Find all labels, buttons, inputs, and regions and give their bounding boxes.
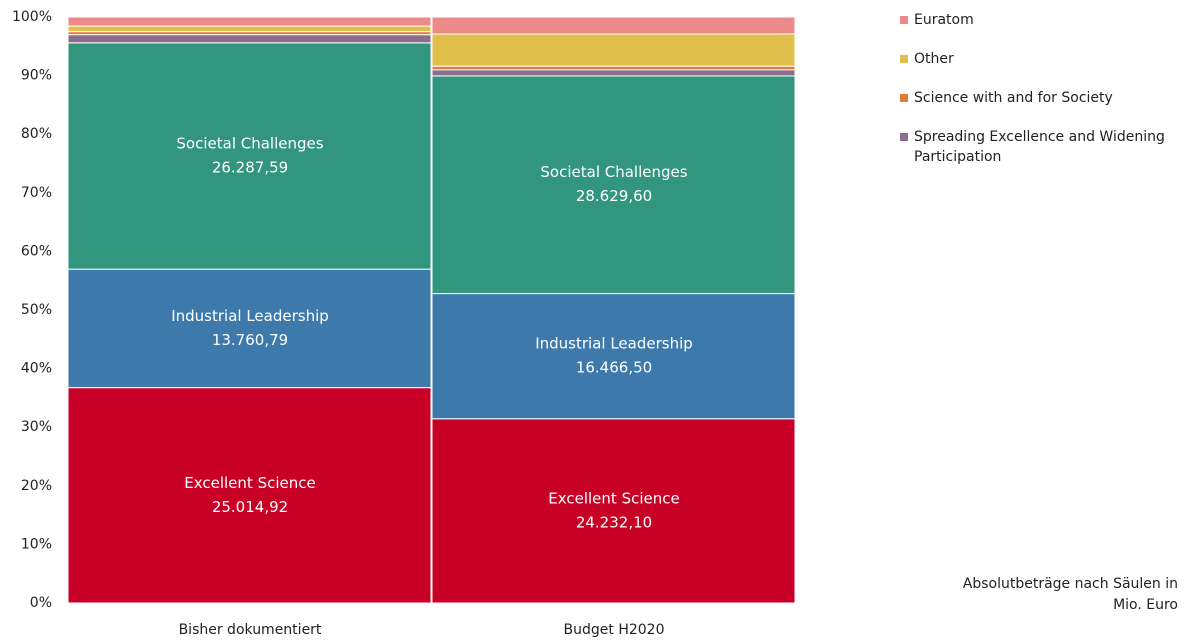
note: Absolutbeträge nach Säulen in Mio. Euro <box>962 576 1178 613</box>
segment-name: Excellent Science <box>548 489 679 507</box>
legend-label: Spreading Excellence and Widening Partic… <box>914 129 1165 165</box>
segment-name: Societal Challenges <box>176 134 323 152</box>
bar-segment <box>67 42 432 270</box>
bar-segment <box>431 293 796 420</box>
y-tick-label: 80% <box>21 126 52 142</box>
y-tick-label: 50% <box>21 302 52 318</box>
bar-segment <box>431 33 796 67</box>
y-tick-label: 0% <box>30 595 52 611</box>
segment-name: Industrial Leadership <box>171 307 329 325</box>
bar-segment <box>67 268 432 389</box>
bar-segment <box>67 34 432 44</box>
y-tick-label: 100% <box>12 9 52 25</box>
legend-item: Science with and for Society <box>900 88 1184 108</box>
legend-label: Other <box>914 51 954 67</box>
legend-item: Spreading Excellence and Widening Partic… <box>900 127 1184 167</box>
y-tick-label: 20% <box>21 478 52 494</box>
y-tick-label: 30% <box>21 419 52 435</box>
segment-name: Industrial Leadership <box>535 335 693 353</box>
legend-item: Other <box>900 49 1184 69</box>
y-tick-label: 60% <box>21 243 52 259</box>
bar-segment <box>431 16 796 35</box>
bar-segment <box>67 25 432 33</box>
bar-segment <box>431 69 796 77</box>
x-tick-label: Bisher dokumentiert <box>179 622 322 638</box>
bar-segment <box>67 387 432 604</box>
bar-segment <box>431 75 796 295</box>
data-label: 26.287,59 <box>212 158 288 176</box>
legend-swatch <box>900 55 908 63</box>
data-label: 25.014,92 <box>212 498 288 516</box>
y-tick-label: 90% <box>21 68 52 84</box>
data-label: 13.760,79 <box>212 331 288 349</box>
legend: Euratom Other Science with and for Society… <box>900 10 1184 186</box>
data-label: 28.629,60 <box>576 187 652 205</box>
y-tick-label: 10% <box>21 536 52 552</box>
bar-segment <box>431 418 796 604</box>
legend-item: Euratom <box>900 10 1184 30</box>
segment-name: Societal Challenges <box>540 163 687 181</box>
bar-segment <box>431 65 796 71</box>
legend-swatch <box>900 16 908 24</box>
segment-name: Excellent Science <box>184 474 315 492</box>
legend-swatch <box>900 94 908 102</box>
bar-segment <box>67 16 432 27</box>
legend-swatch <box>900 133 908 141</box>
legend-label: Euratom <box>914 12 974 28</box>
data-label: 16.466,50 <box>576 359 652 377</box>
y-tick-label: 40% <box>21 361 52 377</box>
legend-label: Science with and for Society <box>914 90 1113 106</box>
y-tick-label: 70% <box>21 185 52 201</box>
x-tick-label: Budget H2020 <box>564 622 665 638</box>
data-label: 24.232,10 <box>576 513 652 531</box>
